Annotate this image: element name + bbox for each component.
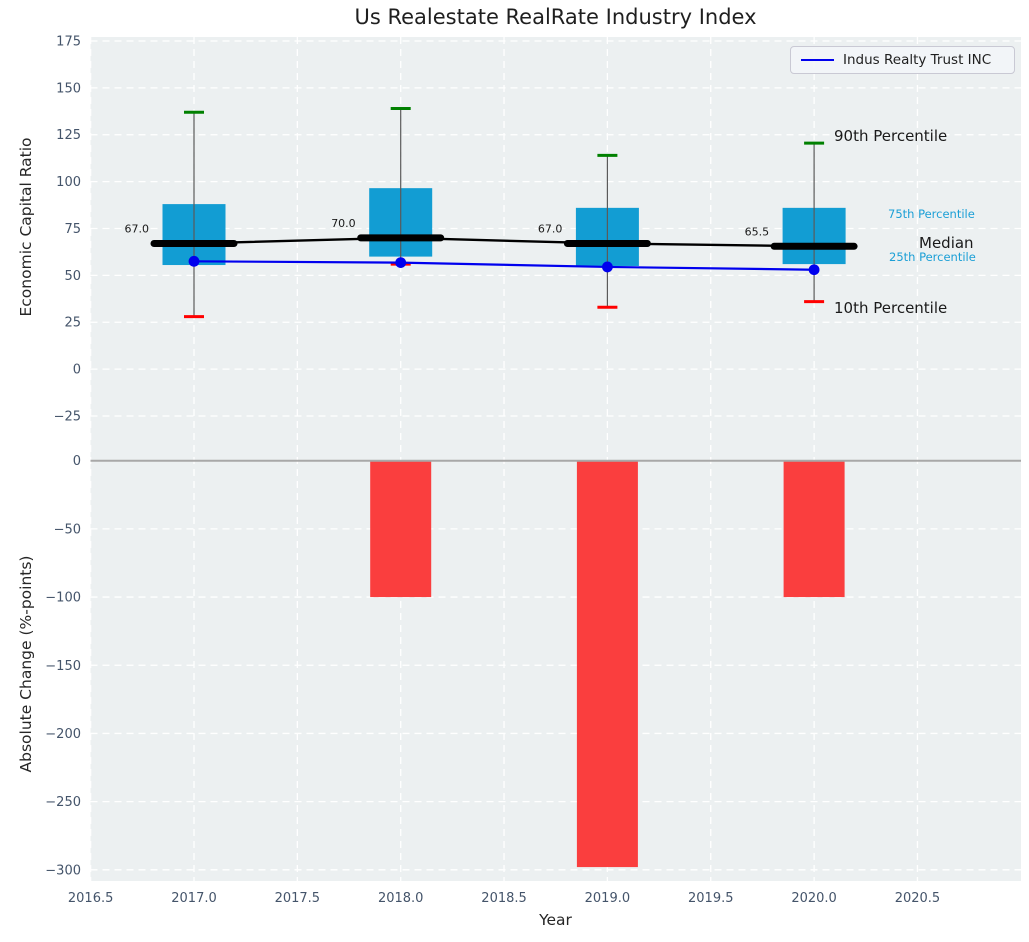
- company-marker-2017: [188, 255, 200, 267]
- median-value-label: 70.0: [331, 217, 356, 230]
- xtick: 2020.5: [895, 891, 941, 906]
- ytick-bottom: −250: [45, 795, 81, 810]
- annotation: 75th Percentile: [888, 207, 975, 221]
- bar-2018: [370, 460, 432, 598]
- bar-2020: [783, 460, 845, 598]
- xtick: 2019.0: [585, 891, 631, 906]
- ytick-top: 175: [56, 34, 81, 49]
- median-value-label: 65.5: [745, 225, 770, 238]
- ytick-top: −25: [54, 409, 81, 424]
- company-marker-2019: [602, 261, 613, 273]
- ytick-bottom: −300: [45, 863, 81, 878]
- ytick-top: 0: [73, 363, 81, 378]
- legend-line-sample-icon: [801, 59, 834, 61]
- y-axis-label-bottom: Absolute Change (%-points): [17, 555, 35, 773]
- xtick: 2020.0: [791, 891, 837, 906]
- ytick-bottom: 0: [73, 454, 81, 469]
- median-value-label: 67.0: [125, 222, 150, 235]
- company-marker-2018: [395, 257, 407, 268]
- company-line: [193, 260, 815, 271]
- median-value-label: 67.0: [538, 222, 563, 235]
- annotation: 90th Percentile: [834, 127, 947, 145]
- plot-panel: [90, 37, 1021, 881]
- ytick-top: 125: [56, 128, 81, 143]
- xtick: 2016.5: [68, 891, 114, 906]
- bar-2019: [576, 460, 638, 868]
- x-axis-label: Year: [539, 911, 572, 929]
- ytick-bottom: −150: [45, 659, 81, 674]
- ytick-top: 150: [56, 81, 81, 96]
- chart-title: Us Realestate RealRate Industry Index: [354, 5, 757, 29]
- annotation: 10th Percentile: [834, 299, 947, 317]
- ytick-top: 75: [64, 222, 81, 237]
- ytick-top: 50: [64, 269, 81, 284]
- xtick: 2019.5: [688, 891, 734, 906]
- annotation: 25th Percentile: [889, 250, 976, 264]
- ytick-bottom: −50: [54, 522, 81, 537]
- legend-label: Indus Realty Trust INC: [843, 52, 992, 68]
- annotation: Median: [919, 234, 974, 252]
- legend: Indus Realty Trust INC: [790, 46, 1015, 74]
- xtick: 2018.5: [481, 891, 527, 906]
- xtick: 2018.0: [378, 891, 424, 906]
- ytick-top: 100: [56, 175, 81, 190]
- xtick: 2017.0: [171, 891, 217, 906]
- ytick-bottom: −100: [45, 591, 81, 606]
- y-axis-label-top: Economic Capital Ratio: [17, 137, 35, 317]
- xtick: 2017.5: [275, 891, 321, 906]
- company-marker-2020: [808, 264, 820, 276]
- median-line: [193, 236, 815, 248]
- ytick-bottom: −200: [45, 727, 81, 742]
- ytick-top: 25: [64, 316, 81, 331]
